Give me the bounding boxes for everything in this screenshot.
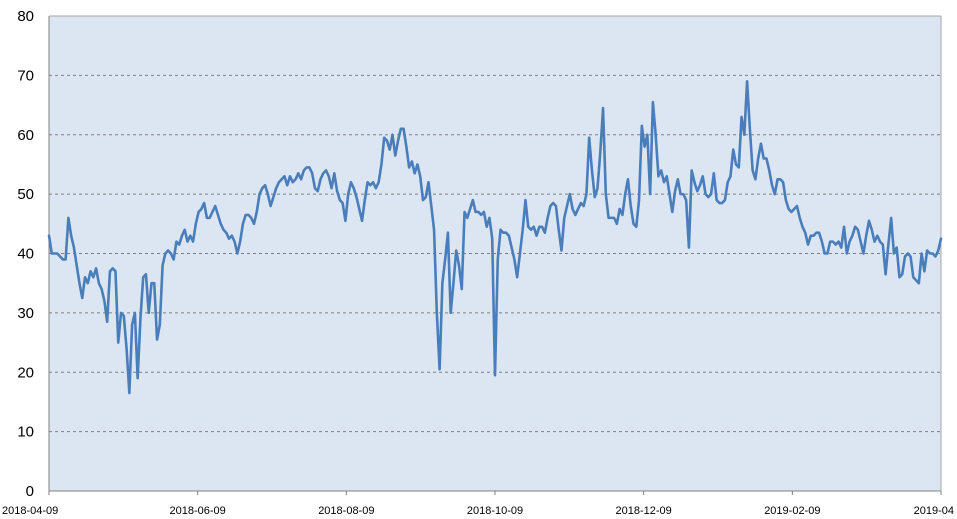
x-tick-label-2018-08-09: 2018-08-09: [318, 505, 374, 517]
x-tick-label-2019-04: 2019-04: [914, 505, 954, 517]
x-tick-label-2018-10-09: 2018-10-09: [467, 505, 523, 517]
x-tick-label-2019-02-09: 2019-02-09: [764, 505, 820, 517]
y-tick-label-80: 80: [17, 8, 34, 25]
series-group: [47, 80, 943, 395]
y-tick-label-50: 50: [17, 186, 34, 203]
y-tick-label-20: 20: [17, 364, 34, 381]
x-axis-ticks: 2018-04-09 2018-06-09 2018-08-09 2018-10-09…: [2, 491, 954, 517]
y-axis-ticks: 0 10 20 30 40 50 60 70 80: [17, 8, 34, 500]
y-tick-label-60: 60: [17, 127, 34, 144]
y-tick-label-0: 0: [26, 483, 34, 500]
y-tick-label-10: 10: [17, 424, 34, 441]
y-tick-label-70: 70: [17, 67, 34, 84]
x-tick-label-2018-06-09: 2018-06-09: [170, 505, 226, 517]
y-tick-label-40: 40: [17, 246, 34, 263]
series-line: [47, 80, 943, 395]
x-tick-label-2018-04-09: 2018-04-09: [2, 505, 58, 517]
y-tick-label-30: 30: [17, 305, 34, 322]
x-tick-label-2018-12-09: 2018-12-09: [616, 505, 672, 517]
